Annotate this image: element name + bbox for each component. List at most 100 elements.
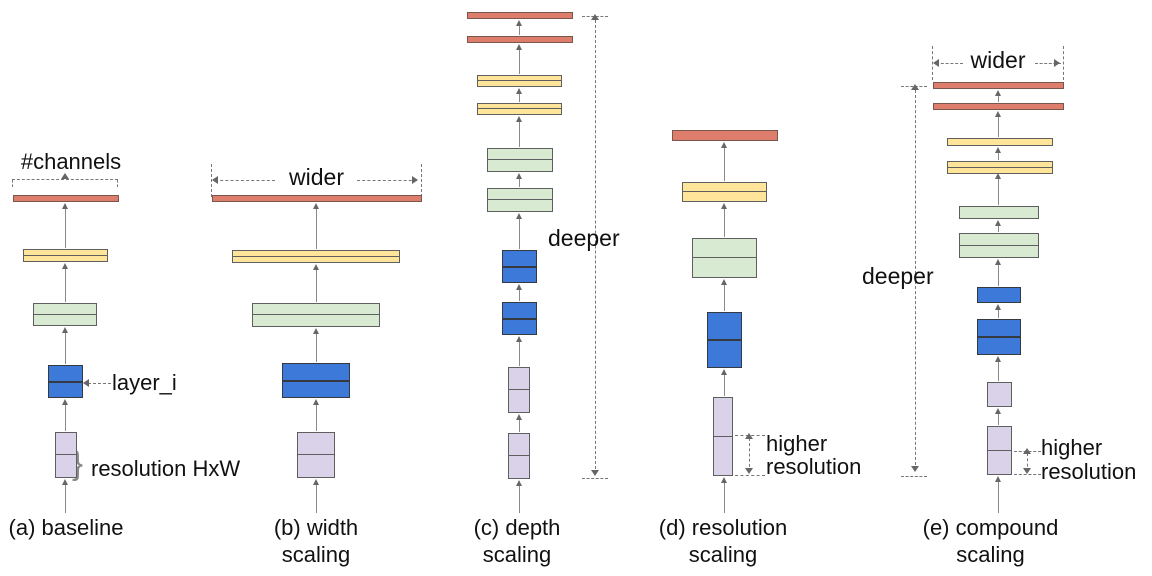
width-scaling-blue-block-divider [283,379,349,382]
compound-scaling-flow-arrow [995,220,1001,232]
channels-bracket-tick-left [12,180,13,187]
compound-scaling-purple-block [987,382,1012,407]
compound-scaling-flow-arrow [995,356,1001,381]
baseline-blue-block [48,365,83,398]
wider-e-arrowhead-right-icon [1054,59,1060,67]
higher-d-dash-bottom [735,475,765,476]
layer-label: layer_i [112,370,177,395]
channels-bracket-tick-right [117,180,118,187]
resolution-scaling-yellow-block-divider [683,191,766,192]
deeper-e-dash-bottom [901,476,927,477]
wider-e-tick-right [1063,46,1064,80]
wider-b-arrowhead-left-icon [212,176,218,184]
baseline-flow-arrow [62,263,68,302]
resolution-scaling-blue-block [707,312,742,368]
wider-b-tick-right [421,164,422,197]
caption-width-scaling: (b) width scaling [273,515,359,567]
layer-pointer-arrowhead-icon [83,379,89,387]
depth-scaling-purple-block [508,367,530,413]
deeper-e-arrowhead-bottom-icon [911,466,919,472]
baseline-green-block [33,303,97,326]
compound-scaling-yellow-block [947,138,1053,146]
depth-scaling-blue-block-divider [503,317,536,320]
depth-scaling-flow-arrow [516,116,522,147]
depth-scaling-flow-arrow [516,44,522,74]
compound-scaling-flow-arrow [995,111,1001,137]
depth-scaling-flow-arrow [516,480,522,513]
width-scaling-flow-arrow [313,264,319,302]
depth-scaling-flow-arrow [516,88,522,102]
deeper-c-line [595,20,596,474]
wider-e-dash-right [1035,63,1061,64]
compound-scaling-flow-arrow [995,147,1001,160]
baseline-flow-arrow [62,399,68,431]
higher-e-arrowhead-top-icon [1023,448,1031,454]
baseline-red-block [13,195,119,202]
depth-scaling-green-block-divider [488,159,552,160]
deeper-c-dash-bottom [582,478,608,479]
higher-d-line [749,438,750,472]
wider-b-tick-left [211,164,212,197]
wider-e-tick-left [932,46,933,80]
deeper-e-arrowhead-top-icon [911,84,919,90]
depth-scaling-yellow-block-divider [478,80,561,81]
depth-scaling-flow-arrow [516,414,522,432]
width-scaling-flow-arrow [313,203,319,249]
depth-scaling-blue-block [502,302,537,335]
compound-scaling-green-block-divider [960,244,1038,246]
depth-scaling-red-block [467,12,573,19]
compound-scaling-blue-block [977,287,1021,303]
width-scaling-flow-arrow [313,328,319,362]
resolution-scaling-flow-arrow [721,142,727,181]
resolution-scaling-flow-arrow [721,477,727,513]
baseline-purple-block-divider [56,454,76,455]
depth-scaling-flow-arrow [516,173,522,187]
baseline-green-block-divider [34,313,96,315]
caption-depth-scaling: (c) depth scaling [473,515,561,567]
compound-scaling-green-block [959,206,1039,219]
compound-scaling-red-block [933,82,1064,89]
depth-scaling-purple-block [508,433,530,479]
deeper-e-line [915,90,916,470]
depth-scaling-yellow-block-divider [478,108,561,109]
caption-baseline: (a) baseline [8,515,124,540]
compound-scaling-flow-arrow [995,173,1001,205]
compound-scaling-green-block [959,233,1039,258]
depth-scaling-flow-arrow [516,336,522,366]
wider-b-dash-left [215,180,275,181]
depth-scaling-flow-arrow [516,20,522,35]
resolution-label: resolution HxW [91,456,241,481]
resolution-scaling-red-block [672,130,778,141]
compound-scaling-flow-arrow [995,90,1001,102]
channels-bracket-arrowhead-icon [61,173,69,179]
wider-b-label: wider [289,164,344,190]
deeper-c-label: deeper [548,225,620,251]
depth-scaling-purple-block-divider [509,389,529,390]
width-scaling-purple-block-divider [298,454,334,455]
higher-d-label: higher resolution [766,431,862,479]
baseline-flow-arrow [62,327,68,364]
caption-compound-scaling: (e) compound scaling [922,515,1059,567]
resolution-scaling-flow-arrow [721,203,727,237]
higher-d-arrowhead-top-icon [745,433,753,439]
baseline-yellow-block-divider [24,254,107,256]
width-scaling-blue-block [282,363,350,398]
baseline-blue-block-divider [49,380,82,383]
deeper-c-arrowhead-top-icon [591,14,599,20]
wider-b-arrowhead-right-icon [412,176,418,184]
layer-pointer-dash [88,383,111,384]
depth-scaling-green-block [487,188,553,212]
depth-scaling-blue-block-divider [503,265,536,268]
depth-scaling-yellow-block [477,103,562,115]
caption-resolution-scaling: (d) resolution scaling [658,515,788,567]
compound-scaling-flow-arrow [995,476,1001,513]
higher-e-dash-bottom [1014,474,1041,475]
baseline-flow-arrow [62,479,68,513]
compound-scaling-red-block [933,103,1064,110]
higher-e-line [1027,453,1028,472]
compound-scaling-flow-arrow [995,408,1001,425]
resolution-scaling-flow-arrow [721,369,727,396]
resolution-brace: } [72,444,84,481]
higher-e-arrowhead-bottom-icon [1023,468,1031,474]
depth-scaling-green-block-divider [488,199,552,200]
